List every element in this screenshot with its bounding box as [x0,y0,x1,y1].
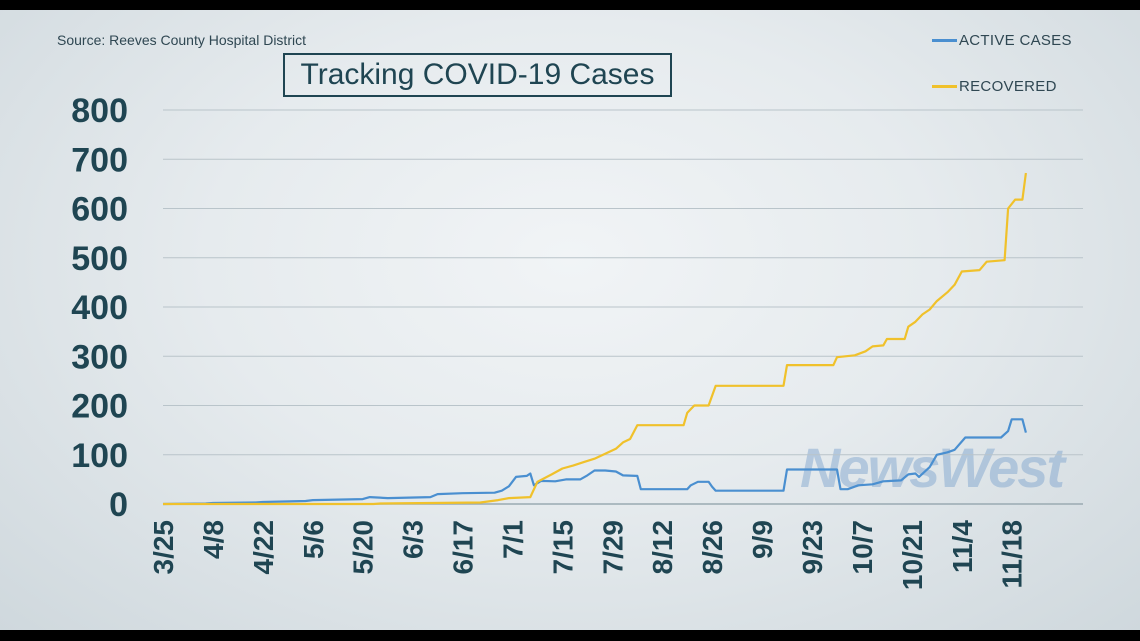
y-tick-label: 0 [109,486,128,524]
legend-label-recovered: RECOVERED [959,78,1057,95]
series-line-active-cases [162,418,1027,506]
y-tick-label: 700 [71,141,128,179]
legend-swatch-active-cases [932,39,957,42]
x-tick-label: 11/4 [947,520,978,573]
source-note: Source: Reeves County Hospital District [57,32,306,48]
x-tick-label: 10/7 [847,520,878,575]
x-tick-label: 11/18 [997,520,1028,589]
legend-label-active-cases: ACTIVE CASES [959,32,1072,49]
x-tick-label: 5/20 [348,520,379,575]
x-tick-label: 10/21 [897,520,928,590]
y-tick-label: 300 [71,338,128,376]
x-tick-label: 9/23 [797,520,828,575]
line-chart: 0 100 200 300 400 500 600 700 800 3/25 4/8 4/22 5/6… [71,92,1083,591]
y-tick-label: 800 [71,92,128,130]
legend-item-active-cases: ACTIVE CASES [932,32,1072,49]
x-tick-label: 9/9 [747,520,778,559]
x-tick-labels: 3/25 4/8 4/22 5/6 5/20 6/3 6/17 7/1 7/15 7/29 8/12… [148,520,1028,591]
y-tick-label: 500 [71,240,128,278]
x-tick-label: 3/25 [148,520,179,575]
x-tick-label: 7/29 [597,520,628,575]
chart-title: Tracking COVID-19 Cases [283,53,672,97]
grid-lines [163,109,1083,505]
y-tick-label: 100 [71,437,128,475]
x-tick-label: 7/15 [547,520,578,575]
x-tick-label: 4/8 [198,520,229,559]
series-line-recovered [163,172,1027,506]
x-tick-label: 8/12 [647,520,678,575]
y-tick-labels: 0 100 200 300 400 500 600 700 800 [71,92,128,524]
y-tick-label: 600 [71,191,128,229]
x-tick-label: 7/1 [497,520,528,559]
chart-panel: Source: Reeves County Hospital District … [0,10,1140,630]
y-tick-label: 200 [71,388,128,426]
x-tick-label: 6/17 [448,520,479,575]
series-lines [162,172,1027,506]
x-tick-label: 6/3 [398,520,429,559]
x-tick-label: 8/26 [697,520,728,575]
legend-swatch-recovered [932,85,957,88]
legend-item-recovered: RECOVERED [932,78,1057,95]
x-tick-label: 4/22 [248,520,279,575]
x-tick-label: 5/6 [298,520,329,559]
y-tick-label: 400 [71,289,128,327]
